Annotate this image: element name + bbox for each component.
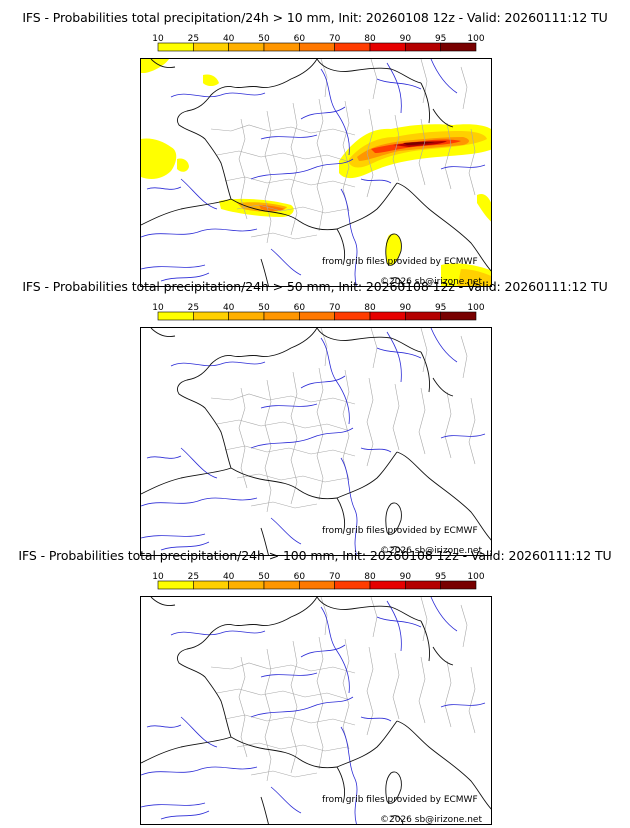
colorbar-swatch [263,580,300,590]
colorbar-tick-label: 90 [400,303,412,313]
map-svg [141,59,491,286]
colorbar-swatch [299,311,335,321]
colorbar-tick-label: 100 [467,34,484,44]
panel-title: IFS - Probabilities total precipitation/… [22,279,608,294]
colorbar-swatch [193,580,229,590]
colorbar-tick-label: 10 [152,34,164,44]
colorbar-tick-label: 10 [152,303,164,313]
colorbar-tick-label: 40 [223,34,235,44]
panel-100mm: IFS - Probabilities total precipitation/… [0,548,630,825]
colorbar-swatch [369,311,406,321]
colorbar-tick-label: 80 [364,303,376,313]
colorbar-tick-label: 100 [467,572,484,582]
colorbar-swatch [440,42,477,52]
colorbar-tick-label: 95 [435,34,446,44]
colorbar-tick-label: 10 [152,572,164,582]
colorbar: 10 25 40 50 60 70 80 90 95 100 [152,34,485,52]
source-credit: from grib files provided by ECMWF [322,257,478,267]
colorbar-tick-label: 60 [294,303,306,313]
colorbar-tick-label: 70 [329,572,341,582]
colorbar-swatch [228,311,265,321]
colorbar-tick-label: 50 [258,34,270,44]
colorbar: 10 25 40 50 60 70 80 90 95 100 [152,303,485,321]
colorbar-tick-label: 40 [223,303,235,313]
map-100mm: from grib files provided by ECMWF ©2026 … [140,596,492,825]
map-10mm: from grib files provided by ECMWF ©2026 … [140,58,492,287]
colorbar-swatch [193,311,229,321]
panel-50mm: IFS - Probabilities total precipitation/… [0,279,630,556]
source-credit: from grib files provided by ECMWF [322,526,478,536]
colorbar-swatch [157,311,194,321]
map-50mm: from grib files provided by ECMWF ©2026 … [140,327,492,556]
colorbar-tick-label: 25 [188,572,199,582]
colorbar-tick-label: 50 [258,572,270,582]
colorbar-swatch [369,42,406,52]
colorbar-tick-label: 60 [294,572,306,582]
colorbar-tick-label: 25 [188,303,199,313]
colorbar-swatch [157,580,194,590]
colorbar-swatch [228,42,265,52]
colorbar-swatch [263,42,300,52]
colorbar-swatch [228,580,265,590]
colorbar-tick-label: 70 [329,303,341,313]
map-svg [141,328,491,555]
panel-title: IFS - Probabilities total precipitation/… [18,548,612,563]
colorbar-tick-label: 90 [400,34,412,44]
copyright-credit: ©2026 sb@irizone.net [380,815,482,825]
colorbar-swatch [440,580,477,590]
colorbar-tick-label: 60 [294,34,306,44]
colorbar-swatch [405,580,441,590]
colorbar-tick-label: 80 [364,572,376,582]
colorbar: 10 25 40 50 60 70 80 90 95 100 [152,572,485,590]
colorbar-tick-label: 50 [258,303,270,313]
colorbar-swatch [299,42,335,52]
colorbar-swatch [334,580,371,590]
colorbar-swatch [405,42,441,52]
colorbar-swatch [299,580,335,590]
copyright-credit: ©2026 sb@irizone.net [380,277,482,287]
colorbar-tick-label: 25 [188,34,199,44]
colorbar-tick-label: 100 [467,303,484,313]
colorbar-tick-label: 40 [223,572,235,582]
colorbar-swatch [369,580,406,590]
copyright-credit: ©2026 sb@irizone.net [380,546,482,556]
colorbar-swatch [334,42,371,52]
panel-title: IFS - Probabilities total precipitation/… [22,10,608,25]
panel-10mm: IFS - Probabilities total precipitation/… [0,10,630,287]
colorbar-tick-label: 95 [435,303,446,313]
source-credit: from grib files provided by ECMWF [322,795,478,805]
colorbar-swatch [440,311,477,321]
colorbar-tick-label: 95 [435,572,446,582]
colorbar-swatch [334,311,371,321]
colorbar-swatch [157,42,194,52]
colorbar-tick-label: 90 [400,572,412,582]
colorbar-swatch [263,311,300,321]
colorbar-tick-label: 70 [329,34,341,44]
map-svg [141,597,491,824]
colorbar-tick-label: 80 [364,34,376,44]
colorbar-swatch [193,42,229,52]
colorbar-swatch [405,311,441,321]
